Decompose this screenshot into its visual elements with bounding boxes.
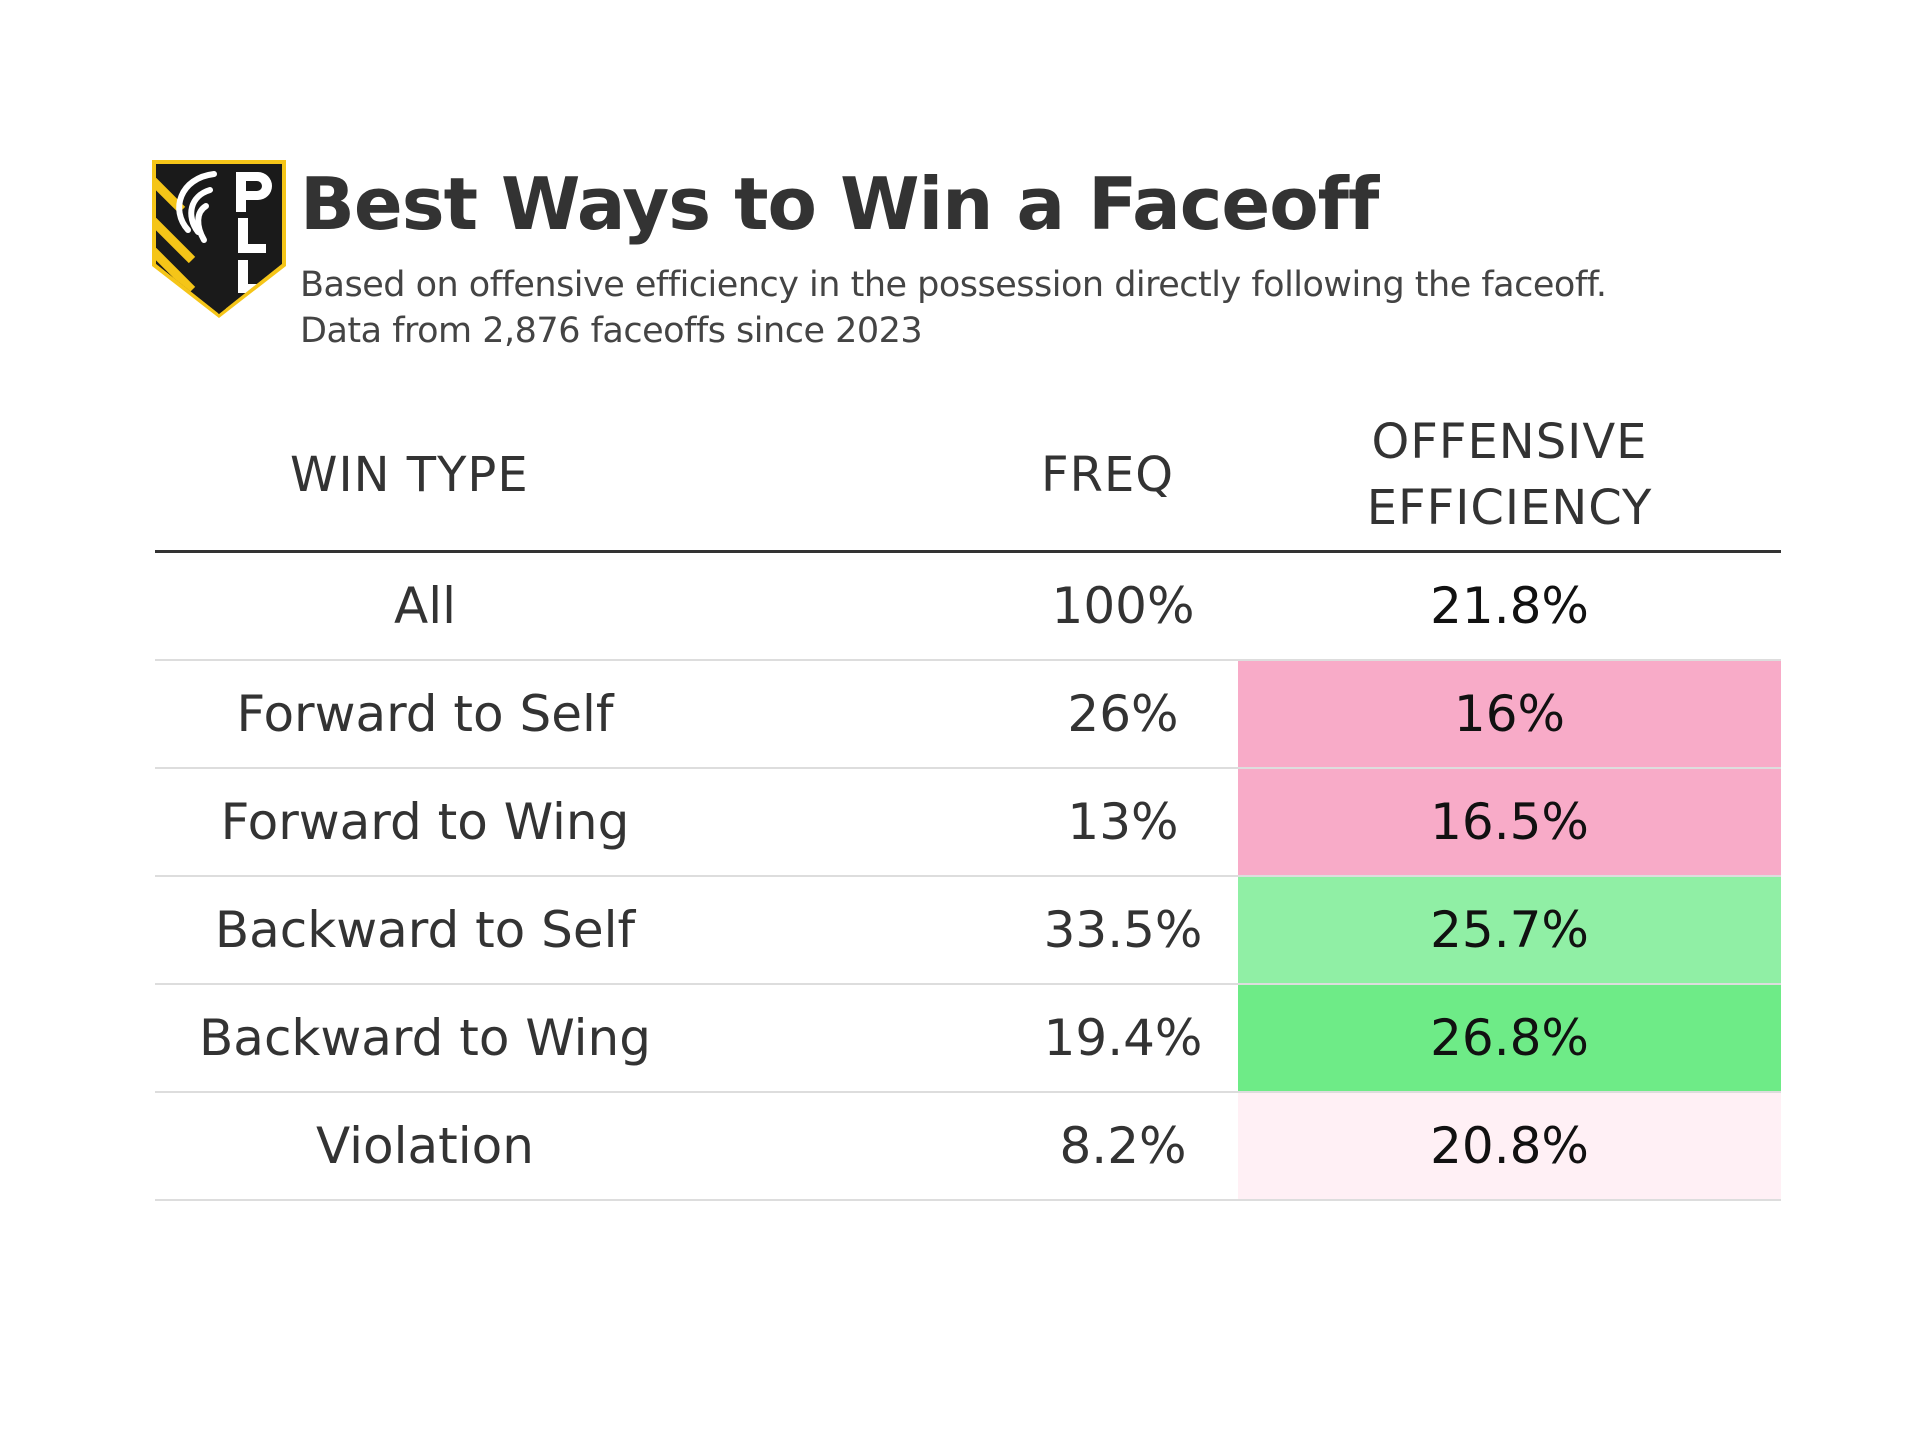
table-row: Violation 8.2% 20.8% xyxy=(155,1093,1781,1201)
table-row: Forward to Wing 13% 16.5% xyxy=(155,769,1781,877)
freq-cell: 33.5% xyxy=(1043,901,1203,959)
table-row: Backward to Wing 19.4% 26.8% xyxy=(155,985,1781,1093)
column-header-win-type: WIN TYPE xyxy=(290,447,529,503)
efficiency-cell: 21.8% xyxy=(1238,553,1781,659)
chart-title: Best Ways to Win a Faceoff xyxy=(300,162,1379,246)
win-type-cell: Backward to Self xyxy=(214,901,636,959)
win-type-cell: Forward to Self xyxy=(236,685,614,743)
win-type-cell: Violation xyxy=(316,1117,534,1175)
subtitle-line-1: Based on offensive efficiency in the pos… xyxy=(300,265,1607,305)
freq-cell: 19.4% xyxy=(1043,1009,1203,1067)
table-body: All 100% 21.8% Forward to Self 26% 16% Forward… xyxy=(155,553,1781,1201)
table-header: WIN TYPE FREQ OFFENSIVE EFFICIENCY xyxy=(155,400,1781,553)
table-row: All 100% 21.8% xyxy=(155,553,1781,661)
column-header-freq: FREQ xyxy=(1041,447,1175,503)
column-header-offensive-efficiency: OFFENSIVE EFFICIENCY xyxy=(1366,414,1653,536)
efficiency-cell: 20.8% xyxy=(1238,1093,1781,1199)
chart-subtitle: Based on offensive efficiency in the pos… xyxy=(300,262,1607,354)
win-type-cell: Forward to Wing xyxy=(220,793,630,851)
subtitle-line-2: Data from 2,876 faceoffs since 2023 xyxy=(300,311,923,351)
win-type-cell: Backward to Wing xyxy=(199,1009,651,1067)
freq-cell: 100% xyxy=(1051,577,1195,635)
win-type-cell: All xyxy=(394,577,456,635)
freq-cell: 8.2% xyxy=(1059,1117,1187,1175)
efficiency-cell: 25.7% xyxy=(1238,877,1781,983)
table-row: Forward to Self 26% 16% xyxy=(155,661,1781,769)
freq-cell: 13% xyxy=(1067,793,1179,851)
efficiency-cell: 16.5% xyxy=(1238,769,1781,875)
table-row: Backward to Self 33.5% 25.7% xyxy=(155,877,1781,985)
faceoff-table: WIN TYPE FREQ OFFENSIVE EFFICIENCY All 10… xyxy=(155,400,1781,1201)
efficiency-cell: 16% xyxy=(1238,661,1781,767)
efficiency-cell: 26.8% xyxy=(1238,985,1781,1091)
freq-cell: 26% xyxy=(1067,685,1179,743)
pll-logo-icon xyxy=(152,160,286,318)
